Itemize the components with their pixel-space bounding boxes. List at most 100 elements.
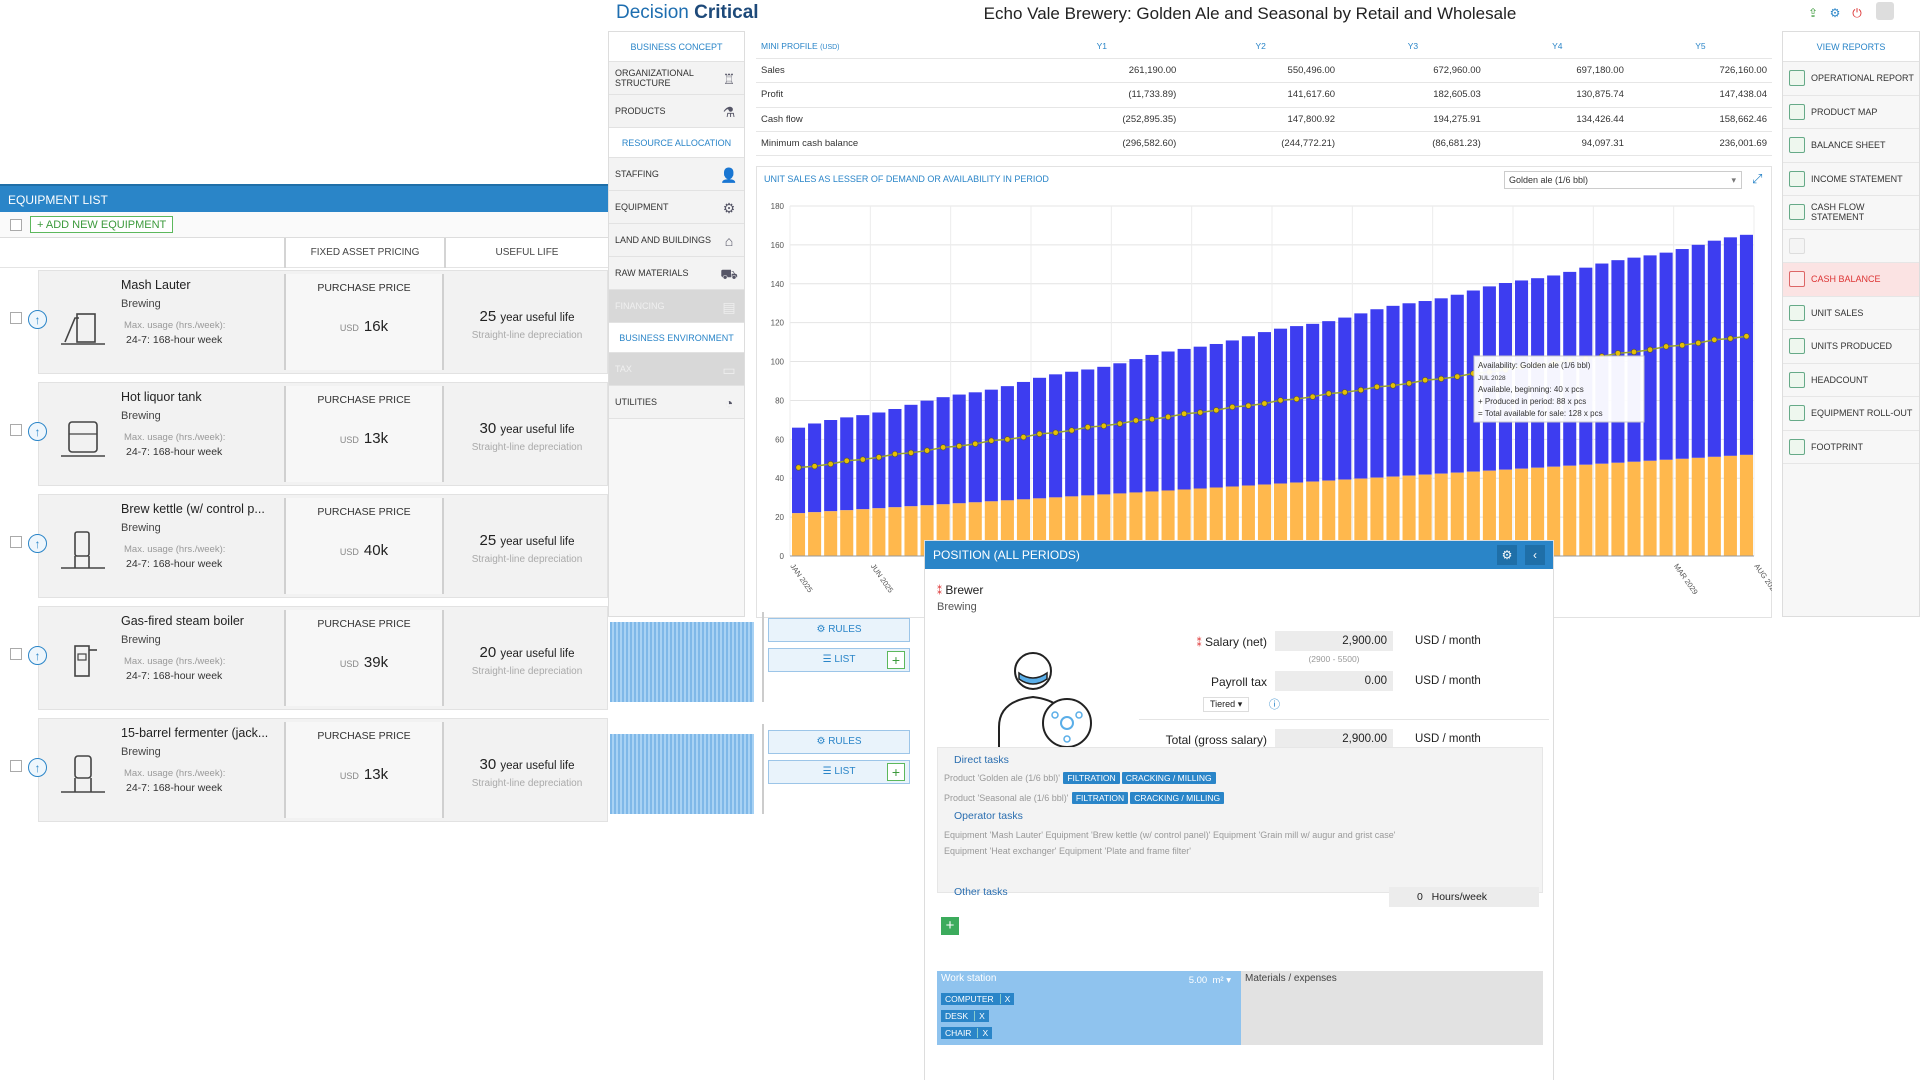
report-income-statement[interactable]: INCOME STATEMENT bbox=[1783, 163, 1919, 196]
rules-button[interactable]: ⚙ RULES bbox=[768, 730, 910, 754]
bar-segment bbox=[1241, 336, 1255, 486]
row-checkbox[interactable] bbox=[10, 312, 22, 324]
nav-item-products[interactable]: PRODUCTS ⚗ bbox=[609, 95, 744, 128]
equipment-row[interactable]: ↑ Mash Lauter Brewing Max. usage (hrs./week… bbox=[0, 270, 608, 374]
report-headcount[interactable]: HEADCOUNT bbox=[1783, 364, 1919, 397]
life-cell[interactable]: 25 year useful life Straight-line depreci… bbox=[446, 498, 608, 594]
row-checkbox[interactable] bbox=[10, 536, 22, 548]
arrow-up-icon[interactable]: ↑ bbox=[28, 758, 47, 777]
power-icon[interactable]: ⏻ bbox=[1852, 6, 1862, 20]
arrow-up-icon[interactable]: ↑ bbox=[28, 310, 47, 329]
report-operational[interactable]: OPERATIONAL REPORT bbox=[1783, 62, 1919, 96]
arrow-up-icon[interactable]: ↑ bbox=[28, 646, 47, 665]
nav-item-land-and-buildings[interactable]: LAND AND BUILDINGS ⌂ bbox=[609, 224, 744, 257]
payroll-tax-label: Payroll tax bbox=[1210, 675, 1267, 689]
nav-item-equipment[interactable]: EQUIPMENT ⚙ bbox=[609, 191, 744, 224]
equipment-name[interactable]: 15-barrel fermenter (jack... bbox=[121, 726, 269, 740]
select-all-checkbox[interactable] bbox=[10, 218, 22, 231]
arrow-up-icon[interactable]: ↑ bbox=[28, 422, 47, 441]
bar-segment bbox=[1595, 463, 1609, 556]
report-product-map[interactable]: PRODUCT MAP bbox=[1783, 96, 1919, 129]
price-cell[interactable]: PURCHASE PRICE USD 13k bbox=[284, 386, 444, 482]
tooltip-text: Available, beginning: 40 x pcs bbox=[1478, 385, 1584, 394]
info-icon[interactable]: ⓘ bbox=[1269, 699, 1280, 711]
payroll-tax-input[interactable]: 0.00 bbox=[1275, 671, 1393, 691]
life-cell[interactable]: 20 year useful life Straight-line depreci… bbox=[446, 610, 608, 706]
ws-item-tag[interactable]: CHAIR X bbox=[941, 1027, 993, 1039]
data-point bbox=[1646, 346, 1654, 353]
equipment-row[interactable]: ↑ Brew kettle (w/ control p... Brewing Max.… bbox=[0, 494, 608, 598]
task-tag[interactable]: FILTRATION bbox=[1071, 792, 1129, 804]
avatar[interactable] bbox=[1876, 2, 1894, 20]
equipment-row[interactable]: ↑ 15-barrel fermenter (jack... Brewing Max.… bbox=[0, 718, 608, 822]
settings-icon[interactable]: ⚙ bbox=[1829, 6, 1841, 20]
expand-icon[interactable]: ⤢ bbox=[1752, 171, 1763, 186]
life-cell[interactable]: 30 year useful life Straight-line depreci… bbox=[446, 386, 608, 482]
bar-segment bbox=[1370, 477, 1384, 556]
equipment-name[interactable]: Mash Lauter bbox=[121, 278, 191, 292]
nav-item-financing[interactable]: FINANCING ▤ bbox=[609, 290, 744, 323]
equipment-name[interactable]: Brew kettle (w/ control p... bbox=[121, 502, 265, 516]
export-icon[interactable]: ⇪ bbox=[1807, 6, 1819, 20]
ws-item-tag[interactable]: COMPUTER X bbox=[941, 993, 1015, 1005]
work-station-area[interactable]: 5.00 m² ▾ bbox=[1188, 975, 1231, 986]
report-footprint[interactable]: FOOTPRINT bbox=[1783, 431, 1919, 464]
row-checkbox[interactable] bbox=[10, 424, 22, 436]
equipment-row[interactable]: ↑ Hot liquor tank Brewing Max. usage (hrs./… bbox=[0, 382, 608, 486]
task-tag[interactable]: FILTRATION bbox=[1063, 772, 1120, 784]
usage-value[interactable]: 24-7: 168-hour week bbox=[126, 446, 223, 458]
price-label: PURCHASE PRICE bbox=[317, 618, 411, 630]
x-tick-label: MAR 2029 bbox=[1672, 562, 1700, 596]
other-tasks-hours[interactable]: 0 Hours/week bbox=[1389, 887, 1539, 907]
salary-label: ⁑ Salary (net) bbox=[1196, 635, 1267, 649]
life-value: 30 year useful life bbox=[479, 420, 575, 437]
y-tick-label: 140 bbox=[771, 280, 785, 289]
nav-item-utilities[interactable]: UTILITIES ◔ bbox=[609, 386, 744, 419]
salary-input[interactable]: 2,900.00 bbox=[1275, 631, 1393, 651]
nav-item-staffing[interactable]: STAFFING 👤 bbox=[609, 158, 744, 191]
rules-button[interactable]: ⚙ RULES bbox=[768, 618, 910, 642]
life-cell[interactable]: 25 year useful life Straight-line depreci… bbox=[446, 274, 608, 370]
price-cell[interactable]: PURCHASE PRICE USD 39k bbox=[284, 610, 444, 706]
report-cash-flow[interactable]: CASH FLOW STATEMENT bbox=[1783, 196, 1919, 230]
nav-item-organizational-structure[interactable]: ORGANIZATIONAL STRUCTURE ♖ bbox=[609, 62, 744, 95]
row-checkbox[interactable] bbox=[10, 648, 22, 660]
nav-item-tax[interactable]: TAX ▭ bbox=[609, 353, 744, 386]
price-cell[interactable]: PURCHASE PRICE USD 13k bbox=[284, 722, 444, 818]
add-task-button[interactable]: + bbox=[941, 917, 959, 935]
usage-value[interactable]: 24-7: 168-hour week bbox=[126, 670, 223, 682]
list-button[interactable]: ☰ LIST + bbox=[768, 760, 910, 784]
report-balance-sheet[interactable]: BALANCE SHEET bbox=[1783, 129, 1919, 163]
life-cell[interactable]: 30 year useful life Straight-line depreci… bbox=[446, 722, 608, 818]
task-tag[interactable]: CRACKING / MILLING bbox=[1130, 792, 1225, 804]
nav-item-raw-materials[interactable]: RAW MATERIALS ⛟ bbox=[609, 257, 744, 290]
equipment-row[interactable]: ↑ Gas-fired steam boiler Brewing Max. usage… bbox=[0, 606, 608, 710]
product-select[interactable]: Golden ale (1/6 bbl) bbox=[1504, 171, 1742, 189]
equipment-name[interactable]: Hot liquor tank bbox=[121, 390, 202, 404]
usage-value[interactable]: 24-7: 168-hour week bbox=[126, 558, 223, 570]
row-checkbox[interactable] bbox=[10, 760, 22, 772]
report-equipment-rollout[interactable]: EQUIPMENT ROLL-OUT bbox=[1783, 397, 1919, 431]
plus-icon[interactable]: + bbox=[887, 651, 905, 669]
add-new-equipment-button[interactable]: + ADD NEW EQUIPMENT bbox=[30, 216, 174, 233]
report-units-produced[interactable]: UNITS PRODUCED bbox=[1783, 330, 1919, 364]
equipment-icon bbox=[61, 421, 105, 457]
price-cell[interactable]: PURCHASE PRICE USD 16k bbox=[284, 274, 444, 370]
equipment-name[interactable]: Gas-fired steam boiler bbox=[121, 614, 244, 628]
usage-value[interactable]: 24-7: 168-hour week bbox=[126, 334, 223, 346]
gear-icon[interactable]: ⚙ bbox=[1497, 545, 1517, 565]
task-tag[interactable]: CRACKING / MILLING bbox=[1121, 772, 1216, 784]
report-unit-sales[interactable]: UNIT SALES bbox=[1783, 297, 1919, 330]
life-value: 25 year useful life bbox=[479, 308, 575, 325]
bar-segment bbox=[1306, 323, 1320, 482]
arrow-up-icon[interactable]: ↑ bbox=[28, 534, 47, 553]
ws-item-tag[interactable]: DESK X bbox=[941, 1010, 989, 1022]
price-cell[interactable]: PURCHASE PRICE USD 40k bbox=[284, 498, 444, 594]
tier-select[interactable]: Tiered ▾ bbox=[1203, 697, 1250, 712]
plus-icon[interactable]: + bbox=[887, 763, 905, 781]
chevron-left-icon[interactable]: ‹ bbox=[1525, 545, 1545, 565]
report-cash-balance[interactable]: CASH BALANCE bbox=[1783, 263, 1919, 297]
list-button[interactable]: ☰ LIST + bbox=[768, 648, 910, 672]
bar-segment bbox=[1016, 381, 1030, 500]
usage-value[interactable]: 24-7: 168-hour week bbox=[126, 782, 223, 794]
